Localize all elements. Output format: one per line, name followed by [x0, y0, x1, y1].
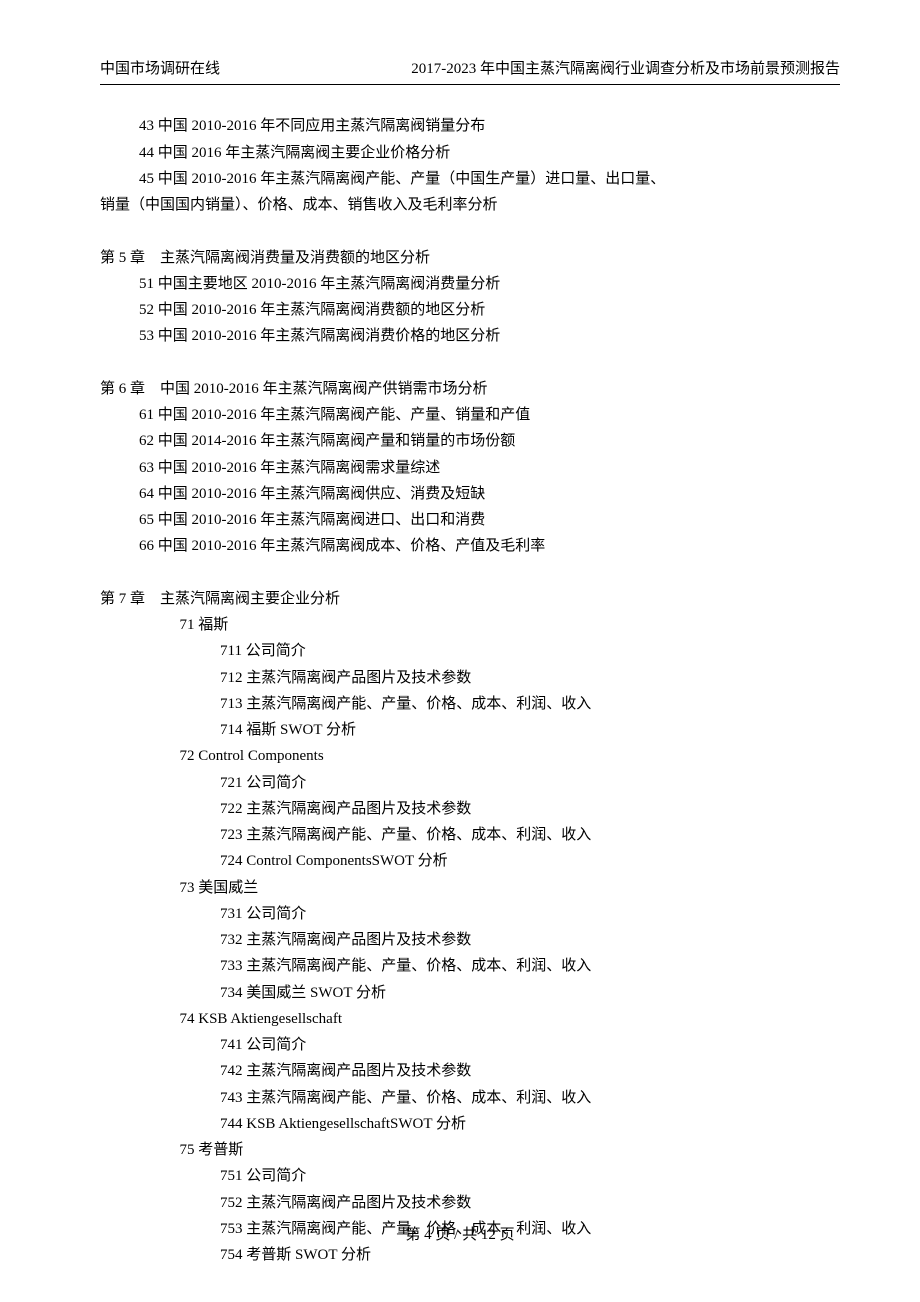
toc-item-72: 72 Control Components [100, 743, 840, 769]
toc-item-744: 744 KSB AktiengesellschaftSWOT 分析 [100, 1111, 840, 1137]
toc-item-731: 731 公司简介 [100, 901, 840, 927]
toc-item-742: 742 主蒸汽隔离阀产品图片及技术参数 [100, 1058, 840, 1084]
toc-item-722: 722 主蒸汽隔离阀产品图片及技术参数 [100, 796, 840, 822]
toc-item-723: 723 主蒸汽隔离阀产能、产量、价格、成本、利润、收入 [100, 822, 840, 848]
toc-item-711: 711 公司简介 [100, 638, 840, 664]
toc-item-751: 751 公司简介 [100, 1163, 840, 1189]
toc-item-65: 65 中国 2010-2016 年主蒸汽隔离阀进口、出口和消费 [100, 507, 840, 533]
header-left: 中国市场调研在线 [100, 56, 220, 82]
toc-item-71: 71 福斯 [100, 612, 840, 638]
toc-item-51: 51 中国主要地区 2010-2016 年主蒸汽隔离阀消费量分析 [100, 271, 840, 297]
toc-item-734: 734 美国威兰 SWOT 分析 [100, 980, 840, 1006]
toc-item-66: 66 中国 2010-2016 年主蒸汽隔离阀成本、价格、产值及毛利率 [100, 533, 840, 559]
toc-item-724: 724 Control ComponentsSWOT 分析 [100, 848, 840, 874]
spacer [100, 218, 840, 244]
spacer [100, 350, 840, 376]
toc-item-43: 43 中国 2010-2016 年不同应用主蒸汽隔离阀销量分布 [100, 113, 840, 139]
toc-item-45-b: 销量（中国国内销量）、价格、成本、销售收入及毛利率分析 [100, 192, 840, 218]
toc-item-743: 743 主蒸汽隔离阀产能、产量、价格、成本、利润、收入 [100, 1085, 840, 1111]
toc-item-713: 713 主蒸汽隔离阀产能、产量、价格、成本、利润、收入 [100, 691, 840, 717]
toc-item-45-a: 45 中国 2010-2016 年主蒸汽隔离阀产能、产量（中国生产量）进口量、出… [100, 166, 840, 192]
toc-item-733: 733 主蒸汽隔离阀产能、产量、价格、成本、利润、收入 [100, 953, 840, 979]
toc-item-53: 53 中国 2010-2016 年主蒸汽隔离阀消费价格的地区分析 [100, 323, 840, 349]
toc-item-64: 64 中国 2010-2016 年主蒸汽隔离阀供应、消费及短缺 [100, 481, 840, 507]
page-body: 43 中国 2010-2016 年不同应用主蒸汽隔离阀销量分布 44 中国 20… [100, 113, 840, 1268]
toc-item-721: 721 公司简介 [100, 770, 840, 796]
header-right: 2017-2023 年中国主蒸汽隔离阀行业调查分析及市场前景预测报告 [411, 56, 840, 82]
chapter-7-title: 第 7 章 主蒸汽隔离阀主要企业分析 [100, 586, 840, 612]
chapter-5-title: 第 5 章 主蒸汽隔离阀消费量及消费额的地区分析 [100, 245, 840, 271]
toc-item-732: 732 主蒸汽隔离阀产品图片及技术参数 [100, 927, 840, 953]
toc-item-63: 63 中国 2010-2016 年主蒸汽隔离阀需求量综述 [100, 455, 840, 481]
chapter-6-title: 第 6 章 中国 2010-2016 年主蒸汽隔离阀产供销需市场分析 [100, 376, 840, 402]
toc-item-741: 741 公司简介 [100, 1032, 840, 1058]
page-header: 中国市场调研在线 2017-2023 年中国主蒸汽隔离阀行业调查分析及市场前景预… [100, 56, 840, 85]
toc-item-75: 75 考普斯 [100, 1137, 840, 1163]
toc-item-52: 52 中国 2010-2016 年主蒸汽隔离阀消费额的地区分析 [100, 297, 840, 323]
spacer [100, 560, 840, 586]
toc-item-712: 712 主蒸汽隔离阀产品图片及技术参数 [100, 665, 840, 691]
toc-item-74: 74 KSB Aktiengesellschaft [100, 1006, 840, 1032]
document-page: 中国市场调研在线 2017-2023 年中国主蒸汽隔离阀行业调查分析及市场前景预… [0, 0, 920, 1302]
toc-item-714: 714 福斯 SWOT 分析 [100, 717, 840, 743]
toc-item-73: 73 美国威兰 [100, 875, 840, 901]
toc-item-44: 44 中国 2016 年主蒸汽隔离阀主要企业价格分析 [100, 140, 840, 166]
toc-item-61: 61 中国 2010-2016 年主蒸汽隔离阀产能、产量、销量和产值 [100, 402, 840, 428]
toc-item-752: 752 主蒸汽隔离阀产品图片及技术参数 [100, 1190, 840, 1216]
toc-item-62: 62 中国 2014-2016 年主蒸汽隔离阀产量和销量的市场份额 [100, 428, 840, 454]
page-footer: 第 4 页 / 共 12 页 [0, 1222, 920, 1248]
